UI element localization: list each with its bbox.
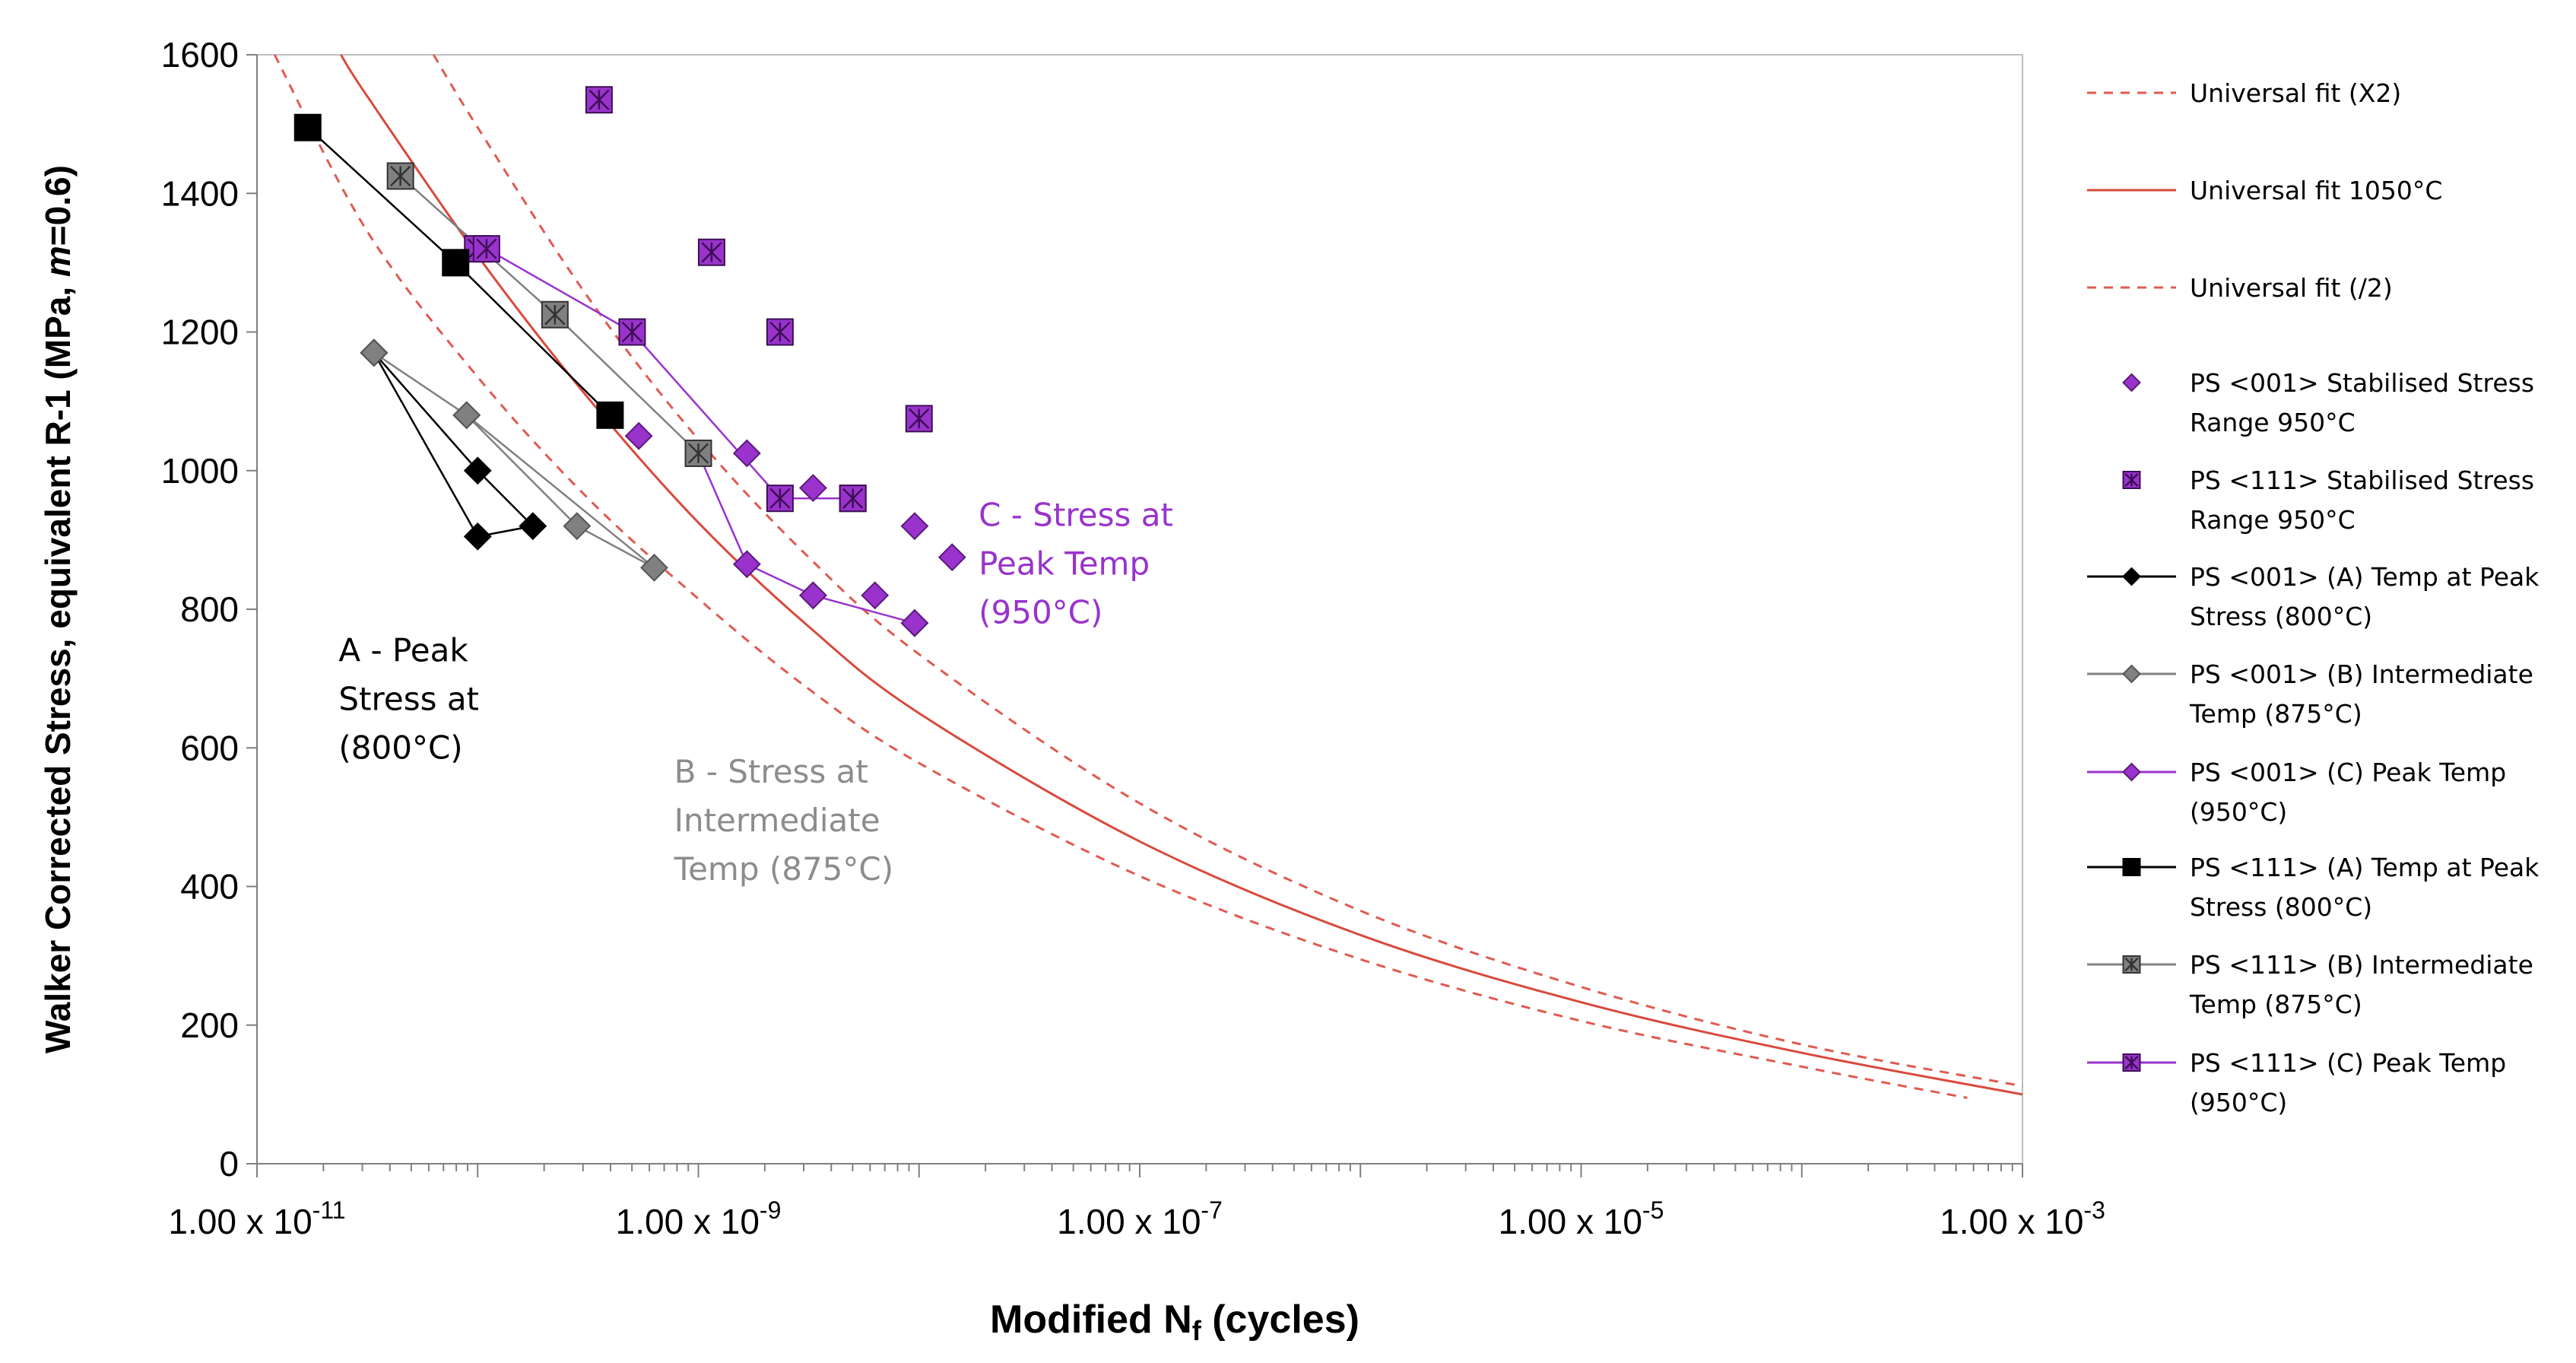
data-point — [937, 543, 966, 572]
legend-item: PS <111> Stabilised Stress Range 950°C — [2122, 465, 2534, 535]
data-point — [640, 553, 668, 582]
y-tick-label: 1200 — [161, 313, 239, 352]
data-point — [732, 550, 761, 579]
fit-curve-2 — [273, 54, 1968, 1099]
legend-label: PS <111> Stabilised Stress Range 950°C — [2190, 465, 2534, 535]
data-point — [463, 456, 492, 485]
legend-marker — [2122, 567, 2141, 586]
y-tick-label: 600 — [180, 728, 239, 767]
x-tick-label: 1.00 x 10-3 — [1940, 1196, 2105, 1241]
fit-curve-1 — [340, 54, 2023, 1096]
legend-marker — [2122, 858, 2141, 876]
data-point — [766, 485, 794, 513]
annotation-1: B - Stress at Intermediate Temp (875°C) — [674, 753, 894, 888]
fit-curve-0 — [432, 54, 2023, 1088]
legend-item: PS <111> (B) Intermediate Temp (875°C) — [2087, 950, 2533, 1019]
data-point — [766, 318, 794, 346]
data-point — [563, 512, 592, 541]
legend-label: Universal fit (/2) — [2190, 273, 2393, 303]
axes: 0 200 400 600 800 1000 1200 1400 1600 1.00 x 10-1… — [161, 35, 2105, 1241]
y-tick-label: 200 — [180, 1006, 239, 1045]
data-point — [900, 608, 929, 637]
x-tick-label: 1.00 x 10-11 — [168, 1196, 345, 1241]
data-point — [442, 249, 470, 277]
data-point — [684, 439, 712, 467]
annotation-0: A - Peak Stress at (800°C) — [338, 631, 479, 766]
legend-marker — [2122, 1053, 2141, 1072]
data-point — [463, 522, 492, 551]
y-axis-title: Walker Corrected Stress, equivalent R-1 … — [38, 165, 78, 1053]
data-point — [360, 338, 389, 367]
legend-label: PS <111> (C) Peak Temp (950°C) — [2190, 1048, 2506, 1117]
x-tick-label: 1.00 x 10-9 — [616, 1196, 782, 1241]
data-point — [799, 581, 827, 610]
legend-item: PS <001> (A) Temp at Peak Stress (800°C) — [2087, 562, 2540, 631]
legend-marker — [2122, 664, 2141, 684]
y-tick-label: 1000 — [161, 451, 239, 491]
legend-marker — [2122, 373, 2141, 392]
data-point — [452, 401, 481, 430]
y-tick-label: 800 — [180, 589, 239, 629]
data-point — [293, 113, 322, 141]
x-tick-label: 1.00 x 10-7 — [1057, 1196, 1223, 1241]
data-point — [519, 512, 547, 541]
plot-area — [256, 54, 2023, 1164]
legend-item: PS <111> (A) Temp at Peak Stress (800°C) — [2087, 853, 2540, 922]
legend-item: PS <111> (C) Peak Temp (950°C) — [2087, 1048, 2506, 1117]
legend-item: PS <001> (C) Peak Temp (950°C) — [2087, 758, 2506, 827]
legend-label: PS <001> Stabilised Stress Range 950°C — [2190, 368, 2534, 437]
legend-label: Universal fit 1050°C — [2190, 176, 2442, 205]
data-point — [386, 162, 414, 190]
fit-curves — [273, 54, 2023, 1099]
annotations: A - Peak Stress at (800°C) B - Stress at Int… — [338, 497, 1173, 888]
legend-item: Universal fit (X2) — [2087, 78, 2401, 108]
legend-label: Universal fit (X2) — [2190, 78, 2401, 108]
legend-item: Universal fit (/2) — [2087, 273, 2393, 303]
data-point — [732, 439, 761, 468]
data-point — [861, 581, 890, 610]
legend-label: PS <111> (B) Intermediate Temp (875°C) — [2189, 950, 2533, 1019]
annotation-2: C - Stress at Peak Temp (950°C) — [979, 497, 1173, 631]
y-tick-label: 400 — [180, 867, 239, 907]
y-tick-label: 0 — [219, 1144, 239, 1183]
data-point — [697, 238, 725, 266]
data-point — [618, 318, 646, 346]
data-point — [585, 86, 613, 114]
x-axis-title: Modified Nf (cycles) — [990, 1298, 1359, 1346]
legend-item: PS <001> (B) Intermediate Temp (875°C) — [2087, 659, 2533, 729]
data-point — [839, 485, 867, 513]
y-tick-label: 1400 — [161, 173, 239, 213]
legend-item: PS <001> Stabilised Stress Range 950°C — [2122, 368, 2534, 437]
data-points — [293, 86, 966, 637]
legend-item: Universal fit 1050°C — [2087, 176, 2442, 205]
data-point — [624, 421, 653, 450]
data-point — [541, 300, 569, 329]
legend-marker — [2122, 762, 2141, 782]
legend: Universal fit (X2) Universal fit 1050°C Un… — [2087, 78, 2540, 1117]
data-point — [905, 405, 933, 433]
legend-label: PS <001> (B) Intermediate Temp (875°C) — [2189, 659, 2533, 729]
legend-marker — [2122, 955, 2141, 974]
legend-label: PS <111> (A) Temp at Peak Stress (800°C) — [2190, 853, 2540, 922]
y-tick-label: 1600 — [161, 35, 239, 75]
data-point — [596, 401, 624, 429]
data-point — [472, 235, 500, 263]
legend-marker — [2122, 471, 2141, 489]
data-point — [799, 474, 827, 502]
legend-label: PS <001> (A) Temp at Peak Stress (800°C) — [2190, 562, 2540, 631]
legend-label: PS <001> (C) Peak Temp (950°C) — [2190, 758, 2506, 827]
x-tick-label: 1.00 x 10-5 — [1499, 1196, 1664, 1241]
data-point — [900, 512, 929, 541]
